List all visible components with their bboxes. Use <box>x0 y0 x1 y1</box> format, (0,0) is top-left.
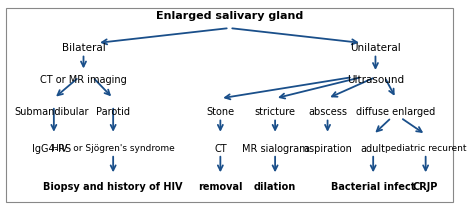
Text: CT: CT <box>214 143 227 154</box>
Text: Bacterial infect: Bacterial infect <box>331 182 415 192</box>
Text: IgG4-RS: IgG4-RS <box>32 143 71 154</box>
Text: abscess: abscess <box>308 107 347 117</box>
Text: stricture: stricture <box>255 107 296 117</box>
Text: Stone: Stone <box>206 107 235 117</box>
Text: dilation: dilation <box>254 182 296 192</box>
Text: aspiration: aspiration <box>303 143 352 154</box>
Text: Submandibular: Submandibular <box>14 107 89 117</box>
Text: Unilateral: Unilateral <box>350 43 401 53</box>
Text: Bilateral: Bilateral <box>62 43 105 53</box>
Text: Parotid: Parotid <box>96 107 130 117</box>
Text: adult: adult <box>361 143 386 154</box>
Text: CT or MR imaging: CT or MR imaging <box>40 75 127 85</box>
Text: CRJP: CRJP <box>413 182 438 192</box>
Text: Biopsy and history of HIV: Biopsy and history of HIV <box>44 182 183 192</box>
Text: MR sialogram: MR sialogram <box>242 143 309 154</box>
Text: Enlarged salivary gland: Enlarged salivary gland <box>156 11 303 21</box>
Text: removal: removal <box>198 182 243 192</box>
Text: diffuse enlarged: diffuse enlarged <box>356 107 436 117</box>
Text: Ultrasound: Ultrasound <box>347 75 404 85</box>
Text: HIV  or Sjögren's syndrome: HIV or Sjögren's syndrome <box>52 144 174 153</box>
Text: pediatric recurent: pediatric recurent <box>385 144 466 153</box>
